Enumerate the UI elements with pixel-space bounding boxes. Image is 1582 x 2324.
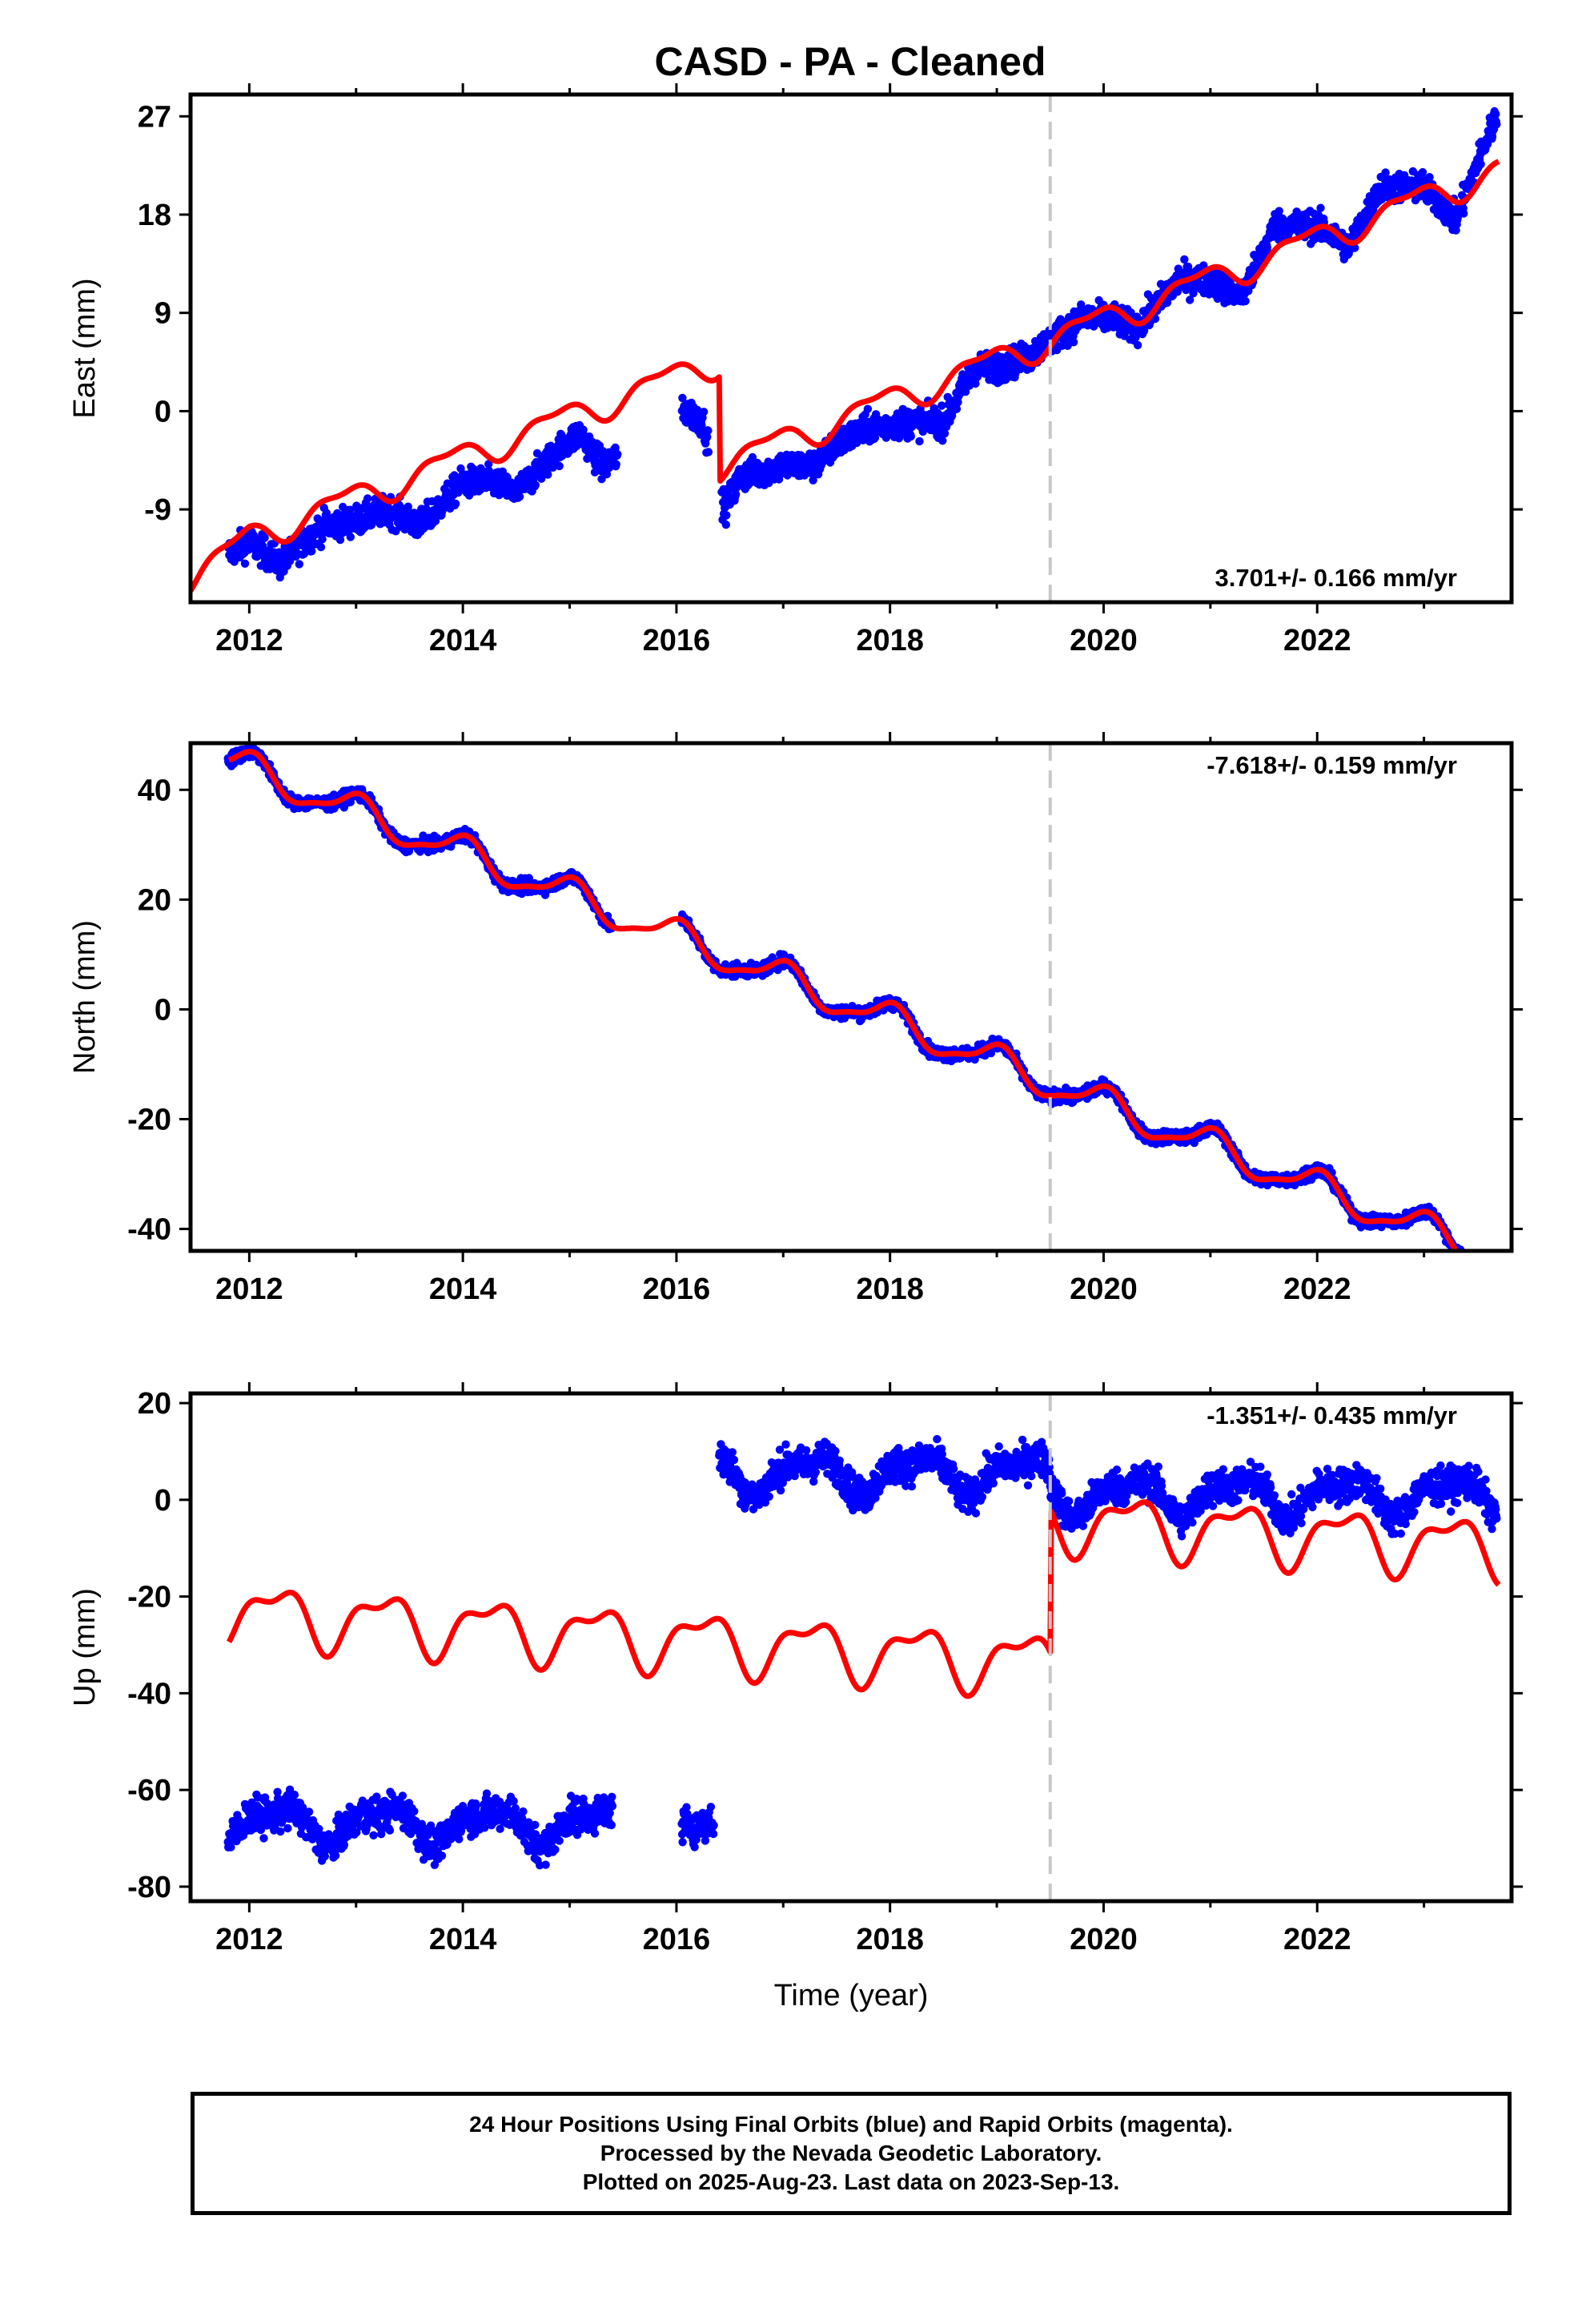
- y-tick-label: 18: [138, 199, 171, 232]
- data-point: [316, 543, 326, 552]
- x-tick-label: 2018: [856, 624, 924, 657]
- data-point: [363, 494, 372, 503]
- data-point: [1425, 173, 1434, 182]
- data-point: [1133, 340, 1142, 350]
- data-point: [431, 517, 440, 525]
- y-tick-label: 0: [155, 395, 171, 428]
- data-point: [809, 476, 817, 485]
- data-point: [721, 521, 730, 529]
- data-point: [748, 452, 757, 462]
- data-point: [1492, 120, 1501, 129]
- y-axis-label: East (mm): [68, 278, 102, 418]
- data-point: [240, 559, 250, 568]
- data-point: [1351, 243, 1359, 252]
- data-point: [699, 408, 709, 416]
- data-point: [704, 448, 713, 456]
- data-point: [579, 425, 588, 434]
- data-point: [1186, 296, 1195, 304]
- y-tick-label: -9: [144, 493, 171, 527]
- data-point: [1476, 159, 1485, 169]
- data-point: [1077, 300, 1086, 309]
- x-tick-label: 2016: [643, 624, 711, 657]
- data-point: [703, 432, 712, 441]
- data-point: [1381, 168, 1390, 177]
- rate-annotation: 3.701+/- 0.166 mm/yr: [1215, 564, 1457, 592]
- data-point: [1418, 167, 1427, 177]
- data-point: [544, 470, 552, 479]
- panel-north: 2012 2014 2016 2018 2020 2022-40-2002040North…: [68, 732, 1523, 1306]
- data-point: [260, 533, 269, 542]
- data-point: [484, 460, 493, 468]
- data-point: [1063, 341, 1072, 350]
- data-point: [1460, 209, 1468, 218]
- data-point: [731, 490, 741, 499]
- data-point: [335, 535, 345, 545]
- data-point: [1316, 203, 1325, 212]
- y-tick-label: 27: [138, 100, 171, 134]
- x-tick-label: 2020: [1070, 624, 1138, 657]
- data-point: [704, 426, 713, 435]
- data-point: [295, 560, 303, 569]
- data-point: [451, 499, 460, 509]
- data-point: [346, 505, 355, 514]
- data-point: [318, 535, 327, 544]
- data-point: [1241, 296, 1250, 306]
- data-point: [722, 511, 731, 520]
- data-point: [940, 429, 950, 438]
- data-point: [961, 388, 970, 396]
- data-point: [307, 547, 316, 556]
- data-point: [1126, 308, 1135, 317]
- x-tick-label: 2014: [429, 624, 497, 657]
- data-point: [863, 404, 873, 413]
- data-point: [611, 443, 620, 452]
- data-point: [678, 393, 687, 403]
- data-point: [515, 493, 524, 501]
- data-point: [1069, 338, 1078, 347]
- y-tick-label: 9: [155, 297, 171, 331]
- model-line: [191, 159, 1501, 593]
- plot-area: [191, 107, 1501, 593]
- data-point: [1156, 279, 1166, 288]
- data-points: [223, 107, 1501, 582]
- data-point: [1139, 327, 1149, 336]
- x-tick-label: 2022: [1283, 624, 1351, 657]
- data-point: [612, 460, 620, 468]
- data-point: [906, 432, 916, 441]
- data-point: [915, 436, 924, 446]
- data-point: [602, 470, 612, 479]
- data-point: [1180, 255, 1189, 264]
- x-tick-label: 2012: [215, 624, 283, 657]
- data-point: [555, 461, 564, 471]
- data-point: [952, 404, 962, 413]
- data-point: [938, 436, 947, 445]
- data-point: [1492, 110, 1500, 119]
- data-point: [404, 502, 412, 511]
- plot-frame: [188, 92, 1514, 605]
- data-point: [531, 480, 540, 489]
- data-point: [613, 450, 622, 459]
- data-points: [223, 743, 1465, 1251]
- data-point: [870, 433, 880, 442]
- panel-east: 2012 2014 2016 2018 2020 2022 -9 0 9 18 27 East (mm…: [68, 83, 1523, 657]
- plot-area: [223, 743, 1465, 1251]
- data-point: [938, 401, 946, 410]
- chart-title: CASD - PA - Cleaned: [655, 39, 1046, 84]
- data-point: [346, 533, 355, 541]
- data-point: [1275, 207, 1283, 215]
